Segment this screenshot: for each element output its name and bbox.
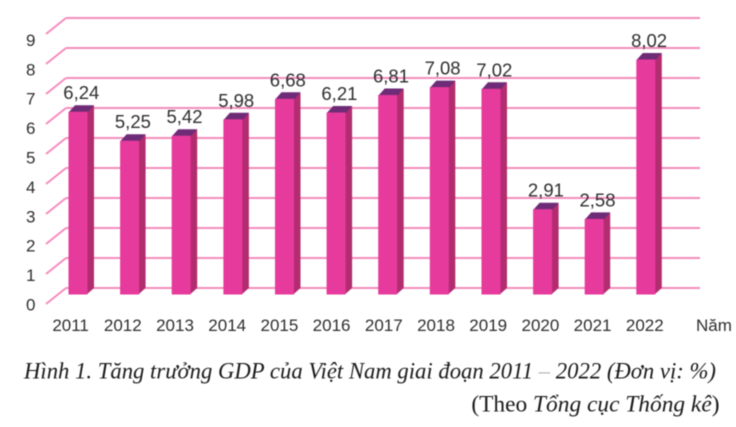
svg-text:5,25: 5,25 [115,111,151,132]
svg-text:4: 4 [26,178,35,197]
svg-text:2020: 2020 [521,316,559,335]
svg-text:2013: 2013 [156,316,194,335]
svg-text:7,02: 7,02 [476,59,512,80]
svg-text:2014: 2014 [208,316,246,335]
svg-text:Hình 1. Tăng trưởng GDP của Vi: Hình 1. Tăng trưởng GDP của Việt Nam gia… [23,359,716,384]
svg-text:6: 6 [26,119,35,138]
svg-text:6,81: 6,81 [373,66,409,87]
svg-text:(Theo Tổng cục Thống kê): (Theo Tổng cục Thống kê) [471,392,719,418]
svg-text:2,91: 2,91 [528,180,564,201]
svg-text:2017: 2017 [365,316,403,335]
svg-text:8: 8 [26,60,35,79]
svg-text:7,08: 7,08 [425,58,461,79]
svg-text:2016: 2016 [313,316,351,335]
svg-text:2011: 2011 [52,316,89,335]
svg-text:2,58: 2,58 [579,189,615,210]
svg-text:2018: 2018 [417,316,455,335]
svg-text:8,02: 8,02 [631,30,667,51]
svg-text:9: 9 [26,31,35,50]
svg-text:Năm: Năm [696,316,732,335]
svg-text:2021: 2021 [574,316,612,335]
svg-text:6,68: 6,68 [270,69,306,90]
svg-text:0: 0 [26,295,35,314]
svg-text:6,21: 6,21 [321,83,357,104]
svg-text:2: 2 [26,237,35,256]
svg-text:2019: 2019 [469,316,507,335]
svg-text:5,98: 5,98 [218,90,254,111]
svg-text:3: 3 [26,207,35,226]
svg-text:2015: 2015 [260,316,298,335]
svg-text:5,42: 5,42 [166,106,202,127]
svg-text:5: 5 [26,149,35,168]
svg-text:2012: 2012 [104,316,142,335]
svg-text:1: 1 [26,266,35,285]
svg-text:2022: 2022 [626,316,664,335]
svg-text:6,24: 6,24 [63,82,99,103]
svg-text:7: 7 [26,90,35,109]
